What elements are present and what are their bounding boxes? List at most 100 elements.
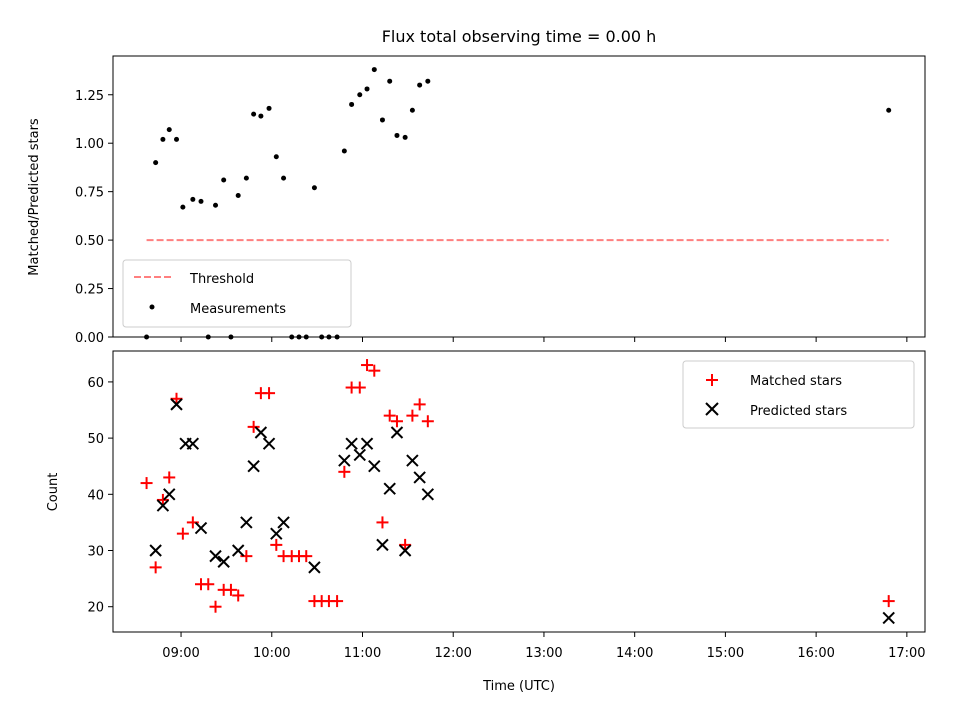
predicted-stars-series <box>149 398 895 625</box>
x-tick-label: 17:00 <box>888 646 925 661</box>
x-tick-label: 12:00 <box>434 646 471 661</box>
ratio-y-ticks: 0.00 0.25 0.50 0.75 1.00 1.25 <box>75 89 113 346</box>
counts-x-ticks: 09:00 10:00 11:00 12:00 13:00 14:00 15:00 16:00… <box>162 632 926 661</box>
matched-star-point <box>156 493 169 506</box>
predicted-star-point <box>254 426 268 439</box>
predicted-star-point <box>882 611 895 625</box>
matched-star-point <box>186 516 199 529</box>
matched-star-point <box>331 595 344 608</box>
predicted-star-point <box>376 538 389 552</box>
matched-star-point <box>399 538 412 551</box>
matched-stars-series <box>140 359 895 613</box>
predicted-star-point <box>338 454 351 467</box>
predicted-star-point <box>308 561 321 574</box>
matched-star-point <box>353 381 366 394</box>
matched-star-point <box>406 409 419 422</box>
predicted-star-point <box>163 488 176 501</box>
predicted-star-point <box>149 544 162 557</box>
matched-star-point <box>170 392 183 405</box>
measurement-point <box>387 78 393 84</box>
measurement-point <box>394 132 400 138</box>
predicted-star-point <box>368 460 381 473</box>
counts-y-ticks: 20 30 40 50 60 <box>87 376 113 616</box>
predicted-star-point <box>413 471 426 484</box>
predicted-star-point <box>247 460 260 473</box>
measurement-point <box>425 78 431 84</box>
ratio-plot-frame <box>112 55 926 338</box>
measurement-point <box>886 107 892 113</box>
matched-star-point <box>140 477 153 490</box>
predicted-star-point <box>421 488 435 501</box>
measurement-point <box>311 185 317 191</box>
matched-star-point <box>202 578 215 591</box>
measurement-point <box>402 134 408 140</box>
predicted-star-point <box>209 549 222 563</box>
counts-y-tick-label: 40 <box>87 488 104 503</box>
measurement-point <box>417 82 423 88</box>
predicted-star-point <box>353 448 366 462</box>
x-tick-label: 09:00 <box>162 646 199 661</box>
matched-star-point <box>882 595 895 608</box>
counts-y-tick-label: 30 <box>87 545 104 560</box>
predicted-star-point <box>217 555 230 568</box>
x-tick-label: 15:00 <box>707 646 744 661</box>
measurement-point <box>160 136 166 142</box>
predicted-star-point <box>186 437 200 450</box>
predicted-star-point <box>345 437 358 450</box>
counts-legend-box <box>682 360 915 429</box>
matched-star-point <box>240 550 253 563</box>
predicted-star-point <box>360 437 374 450</box>
ratio-panel: 0.00 0.25 0.50 0.75 1.00 1.25 Matched/Predict… <box>27 55 926 346</box>
matched-star-point <box>176 527 189 540</box>
x-tick-label: 10:00 <box>253 646 290 661</box>
measurement-point <box>166 127 172 133</box>
ratio-y-tick-label: 0.00 <box>75 331 104 346</box>
matched-stars-legend-label: Matched stars <box>750 374 842 389</box>
matched-star-point <box>421 415 434 428</box>
counts-panel: 09:00 10:00 11:00 12:00 13:00 14:00 15:00 16:00… <box>46 350 926 661</box>
matched-star-point <box>209 600 222 613</box>
counts-plot-frame <box>112 350 926 633</box>
measurement-point <box>213 202 219 208</box>
x-tick-label: 16:00 <box>797 646 834 661</box>
counts-legend: Matched stars Predicted stars <box>682 360 915 429</box>
measurement-point <box>357 92 363 98</box>
matched-star-point <box>413 398 426 411</box>
predicted-stars-legend-swatch <box>705 402 719 416</box>
measurement-point <box>198 198 204 204</box>
counts-y-tick-label: 50 <box>87 432 104 447</box>
x-tick-label: 14:00 <box>616 646 653 661</box>
predicted-star-point <box>170 398 183 411</box>
predicted-stars-legend-label: Predicted stars <box>750 404 847 419</box>
x-tick-label: 11:00 <box>344 646 381 661</box>
predicted-star-point <box>398 544 412 557</box>
matched-stars-legend-swatch <box>706 374 718 386</box>
counts-y-tick-label: 20 <box>87 601 104 616</box>
ratio-y-tick-label: 0.75 <box>75 186 104 201</box>
matched-star-point <box>163 471 176 484</box>
ratio-y-tick-label: 1.00 <box>75 137 104 152</box>
matched-star-point <box>390 415 403 428</box>
measurements-legend-label: Measurements <box>190 302 286 317</box>
measurement-point <box>281 175 287 181</box>
measurement-point <box>190 196 196 202</box>
predicted-star-point <box>156 499 170 512</box>
x-tick-label: 13:00 <box>525 646 562 661</box>
matched-star-point <box>149 561 162 574</box>
measurements-legend-swatch <box>149 304 155 310</box>
threshold-legend-label: Threshold <box>189 272 254 287</box>
measurement-point <box>251 111 257 117</box>
measurement-point <box>273 154 279 160</box>
predicted-star-point <box>262 437 276 450</box>
predicted-star-point <box>270 527 283 540</box>
measurement-point <box>349 101 355 107</box>
matched-star-point <box>376 516 389 529</box>
predicted-star-point <box>194 521 208 535</box>
predicted-star-point <box>390 426 404 439</box>
ratio-y-tick-label: 0.50 <box>75 234 104 249</box>
measurement-point <box>341 148 347 154</box>
measurement-point <box>371 67 377 73</box>
matched-star-point <box>368 364 381 377</box>
predicted-star-point <box>231 544 245 557</box>
